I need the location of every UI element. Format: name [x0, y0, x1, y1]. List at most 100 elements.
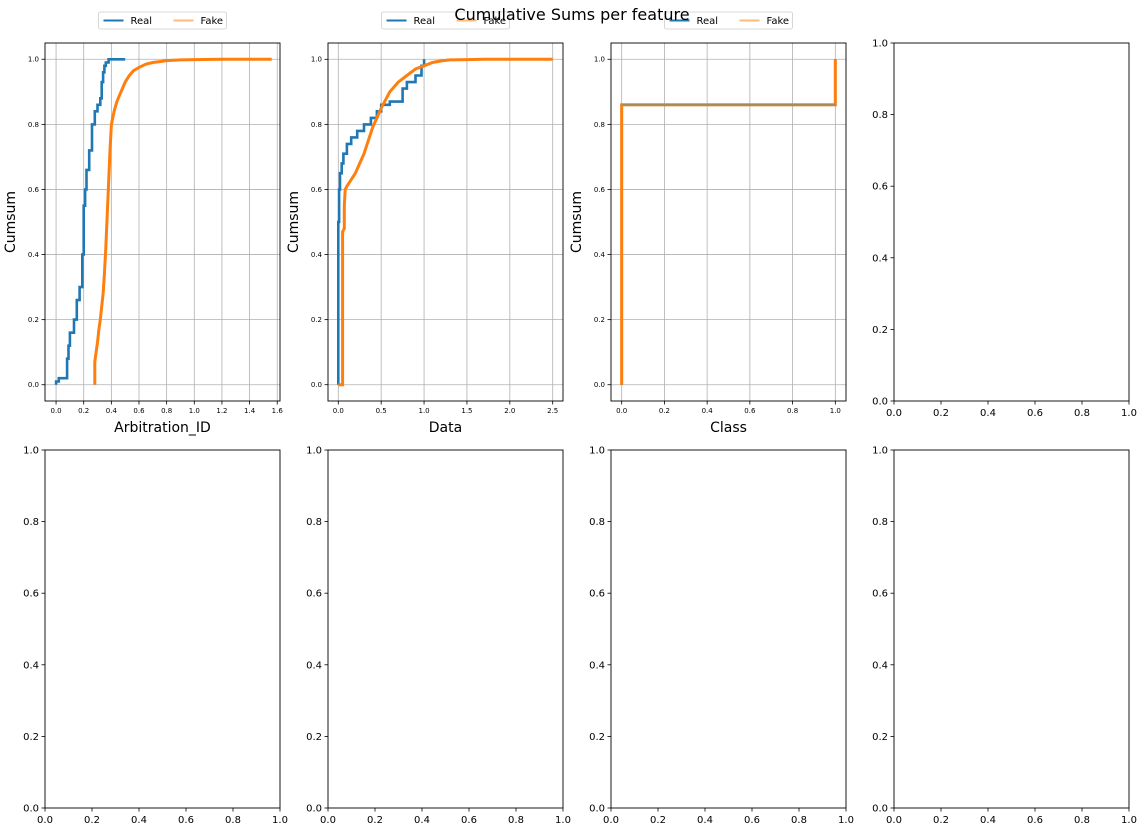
y-tick-label: 0.2 [23, 732, 39, 743]
y-tick-label: 0.2 [872, 732, 888, 743]
x-tick-label: 0.6 [744, 815, 760, 826]
x-tick-label: 0.2 [367, 815, 383, 826]
y-tick-label: 0.4 [872, 253, 888, 264]
x-tick-label: 0.0 [886, 408, 902, 419]
x-tick-label: 0.8 [161, 407, 172, 415]
legend-label-fake: Fake [767, 16, 790, 27]
x-tick-label: 0.8 [791, 815, 807, 826]
axes-frame [327, 449, 564, 809]
series-line-real [336, 59, 426, 385]
y-tick-label: 1.0 [872, 39, 888, 50]
y-tick-label: 0.8 [594, 121, 605, 129]
y-tick-label: 0.8 [872, 110, 888, 121]
axes-frame [44, 449, 281, 809]
y-axis-label: Cumsum [286, 191, 302, 253]
x-tick-label: 1.2 [216, 407, 227, 415]
y-tick-label: 0.0 [872, 804, 888, 815]
y-tick-label: 0.0 [23, 804, 39, 815]
axes-frame [44, 42, 281, 402]
y-tick-label: 0.6 [311, 186, 323, 194]
x-tick-label: 0.6 [1027, 408, 1043, 419]
y-tick-label: 1.0 [589, 446, 605, 457]
x-tick-label: 0.8 [1074, 815, 1090, 826]
legend-box [381, 11, 510, 30]
x-tick-label: 0.0 [50, 407, 61, 415]
x-tick-label: 0.6 [744, 407, 756, 415]
subplot-7: 0.0 0.2 0.4 0.6 0.8 1.0 0.0 0.2 0.4 0.6 0.8 1.0 [589, 446, 854, 827]
legend: Real Fake [664, 11, 793, 30]
y-tick-label: 0.2 [306, 732, 322, 743]
x-tick-label: 0.6 [133, 407, 145, 415]
x-tick-label: 1.6 [272, 407, 284, 415]
x-tick-label: 0.2 [78, 407, 89, 415]
x-tick-label: 0.6 [1027, 815, 1043, 826]
x-tick-label: 0.4 [702, 407, 714, 415]
y-tick-label: 0.2 [311, 316, 322, 324]
x-tick-label: 0.4 [980, 408, 996, 419]
y-tick-label: 0.0 [594, 381, 605, 389]
x-tick-label: 1.0 [830, 407, 841, 415]
subplot-2: 0.0 0.5 1.0 1.5 2.0 2.50.00.20.40.60.81.0Data… [286, 11, 564, 436]
axes-frame [893, 42, 1130, 402]
x-tick-label: 0.0 [320, 815, 336, 826]
y-tick-label: 0.8 [28, 121, 39, 129]
x-tick-label: 0.8 [225, 815, 241, 826]
y-tick-label: 0.4 [306, 660, 322, 671]
y-tick-label: 0.2 [589, 732, 605, 743]
series-line-fake [338, 57, 553, 387]
subplot-8: 0.0 0.2 0.4 0.6 0.8 1.0 0.0 0.2 0.4 0.6 0.8 1.0 [872, 446, 1137, 827]
x-tick-label: 1.0 [418, 407, 429, 415]
x-tick-label: 0.4 [131, 815, 147, 826]
x-tick-label: 1.0 [555, 815, 571, 826]
x-tick-label: 1.0 [1121, 815, 1137, 826]
x-tick-label: 0.0 [886, 815, 902, 826]
x-tick-label: 0.0 [603, 815, 619, 826]
y-tick-label: 0.8 [23, 517, 39, 528]
y-tick-label: 0.8 [872, 517, 888, 528]
x-tick-label: 0.8 [787, 407, 798, 415]
axes-frame [610, 42, 847, 402]
x-tick-label: 0.4 [106, 407, 118, 415]
y-tick-label: 0.0 [872, 397, 888, 408]
y-tick-label: 1.0 [306, 446, 322, 457]
y-tick-label: 1.0 [311, 56, 322, 64]
x-tick-label: 1.4 [244, 407, 256, 415]
x-tick-label: 1.0 [272, 815, 288, 826]
axes-frame [327, 42, 564, 402]
x-tick-label: 0.2 [84, 815, 100, 826]
subplot-5: 0.0 0.2 0.4 0.6 0.8 1.0 0.0 0.2 0.4 0.6 0.8 1.0 [23, 446, 288, 827]
x-tick-label: 0.6 [178, 815, 194, 826]
subplot-1: 0.0 0.2 0.4 0.6 0.8 1.0 1.2 1.4 1.6 0.0 0.2 0.4 0.6 0… [3, 11, 284, 436]
x-tick-label: 1.0 [1121, 408, 1137, 419]
y-tick-label: 0.2 [872, 325, 888, 336]
y-tick-label: 0.6 [872, 589, 888, 600]
x-tick-label: 1.5 [461, 407, 472, 415]
axes-frame [610, 449, 847, 809]
y-tick-label: 0.0 [306, 804, 322, 815]
y-tick-label: 1.0 [594, 56, 605, 64]
x-tick-label: 0.0 [616, 407, 627, 415]
x-tick-label: 2.5 [547, 407, 558, 415]
x-tick-label: 0.8 [1074, 408, 1090, 419]
x-tick-label: 0.2 [933, 815, 949, 826]
x-tick-label: 0.4 [697, 815, 713, 826]
y-tick-label: 0.2 [28, 316, 39, 324]
y-tick-label: 0.0 [28, 381, 39, 389]
legend: Real Fake [381, 11, 510, 30]
y-tick-label: 0.4 [23, 660, 39, 671]
y-tick-label: 0.6 [23, 589, 39, 600]
y-tick-label: 0.4 [311, 251, 323, 259]
series-line-real [54, 57, 126, 385]
legend-box [664, 11, 793, 30]
y-tick-label: 1.0 [28, 56, 39, 64]
x-axis-label: Arbitration_ID [114, 420, 211, 436]
x-tick-label: 0.0 [37, 815, 53, 826]
x-tick-label: 1.0 [838, 815, 854, 826]
y-tick-label: 0.4 [589, 660, 605, 671]
series-line-fake [93, 57, 272, 385]
y-tick-label: 0.6 [28, 186, 40, 194]
y-tick-label: 0.0 [589, 804, 605, 815]
x-tick-label: 2.0 [504, 407, 515, 415]
y-tick-label: 0.2 [594, 316, 605, 324]
